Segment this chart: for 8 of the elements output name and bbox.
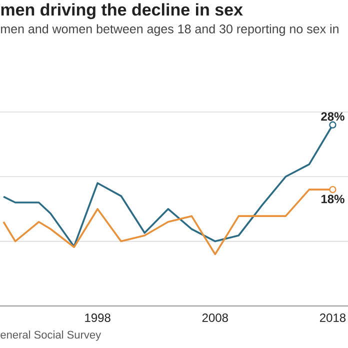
chart-subtitle: men and women between ages 18 and 30 reporting no sex in [1,24,338,36]
text: eneral Social Survey [0,330,102,341]
data-label: 28% [321,112,344,121]
data-label: 18% [321,194,344,204]
x-tick-label: 1998 [85,314,110,322]
chart-title: men driving the decline in sex [1,3,243,20]
x-tick-label: 2018 [320,314,346,322]
x-tick-label: 2008 [202,314,228,322]
